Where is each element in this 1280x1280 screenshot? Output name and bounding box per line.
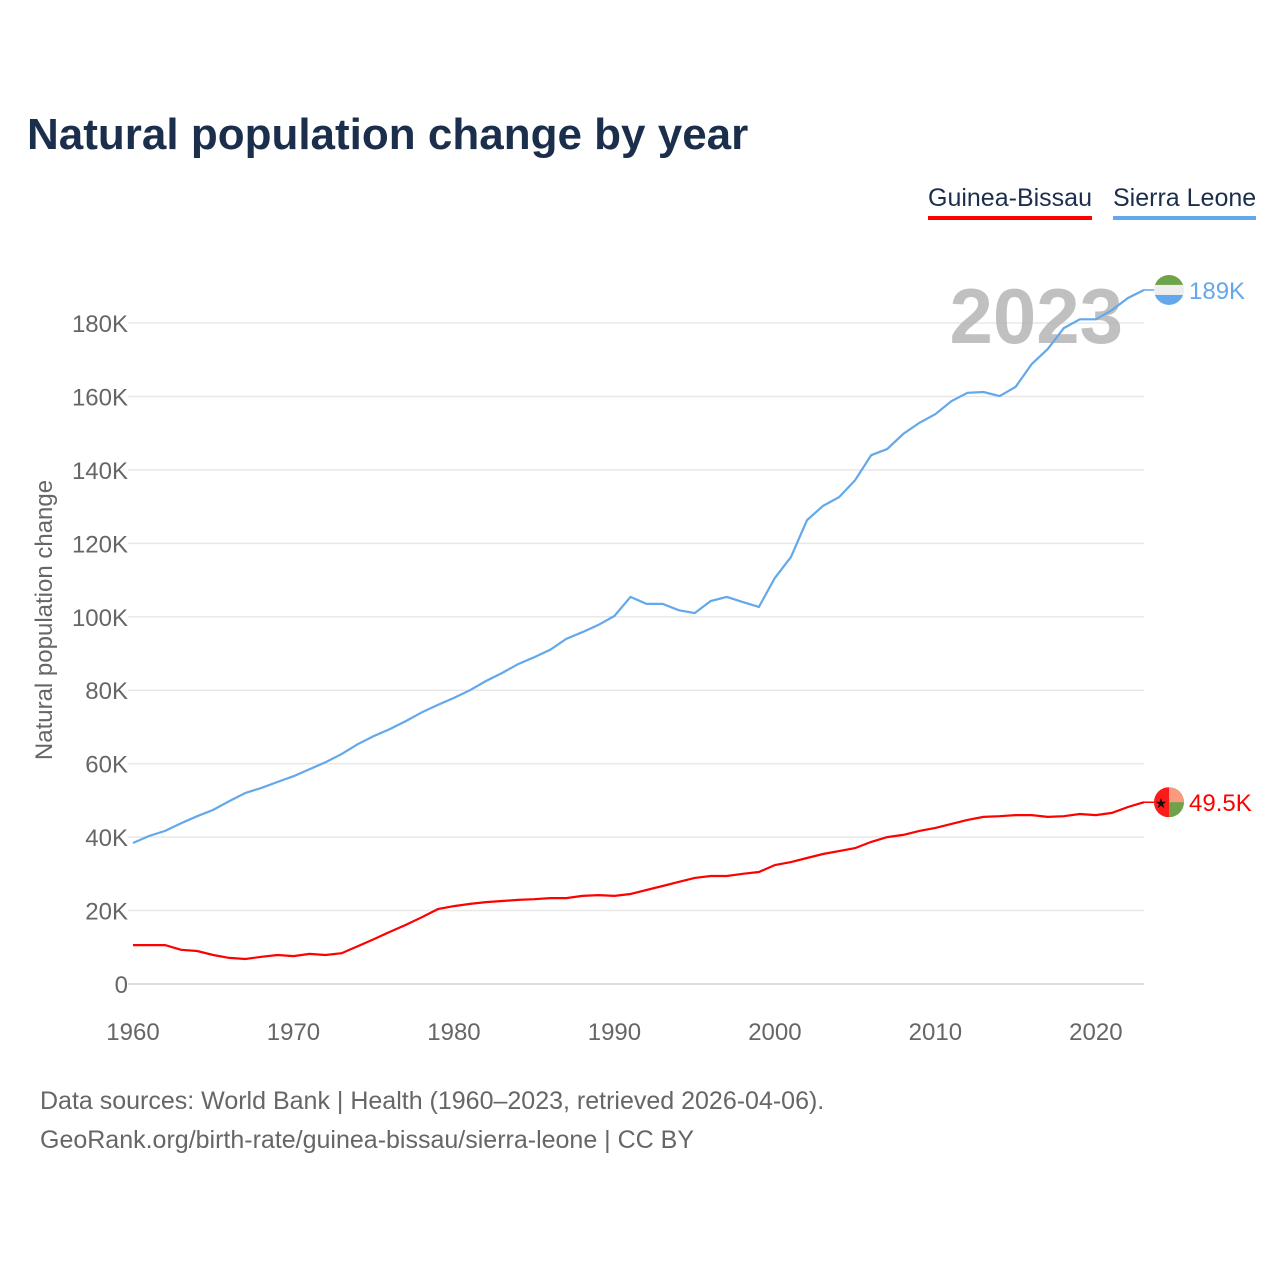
end-value-label: 189K: [1189, 278, 1245, 305]
y-tick-label: 100K: [72, 605, 128, 632]
legend-guinea-bissau[interactable]: Guinea-Bissau: [928, 184, 1092, 220]
y-tick-label: 180K: [72, 311, 128, 338]
y-tick-label: 140K: [72, 458, 128, 485]
x-tick-label: 2020: [1069, 1019, 1122, 1046]
legend-sierra-leone[interactable]: Sierra Leone: [1113, 184, 1257, 220]
y-tick-label: 60K: [85, 752, 128, 779]
y-tick-label: 0: [115, 972, 128, 999]
sierra-leone-flag-icon: [1154, 274, 1184, 305]
series-line-guinea-bissau[interactable]: [133, 801, 1145, 961]
footer-sources: Data sources: World Bank | Health (1960–…: [40, 1087, 825, 1115]
year-watermark: 2023: [949, 272, 1123, 360]
x-tick-label: 2000: [748, 1019, 801, 1046]
guinea-bissau-flag-icon: ★: [1154, 787, 1184, 818]
x-tick-label: 1970: [267, 1019, 320, 1046]
y-tick-label: 80K: [85, 678, 128, 705]
x-tick-label: 1980: [427, 1019, 480, 1046]
y-tick-label: 40K: [85, 825, 128, 852]
x-tick-label: 1960: [106, 1019, 159, 1046]
y-tick-label: 160K: [72, 384, 128, 411]
y-axis-label: Natural population change: [31, 480, 58, 760]
chart-title: Natural population change by year: [27, 110, 749, 159]
y-tick-label: 20K: [85, 899, 128, 926]
series-line-sierra-leone[interactable]: [132, 289, 1145, 845]
y-tick-label: 120K: [72, 531, 128, 558]
svg-text:★: ★: [1155, 795, 1168, 811]
footer-link[interactable]: GeoRank.org/birth-rate/guinea-bissau/sie…: [40, 1126, 695, 1154]
x-tick-label: 2010: [909, 1019, 962, 1046]
x-tick-label: 1990: [588, 1019, 641, 1046]
end-value-label: 49.5K: [1189, 790, 1252, 817]
